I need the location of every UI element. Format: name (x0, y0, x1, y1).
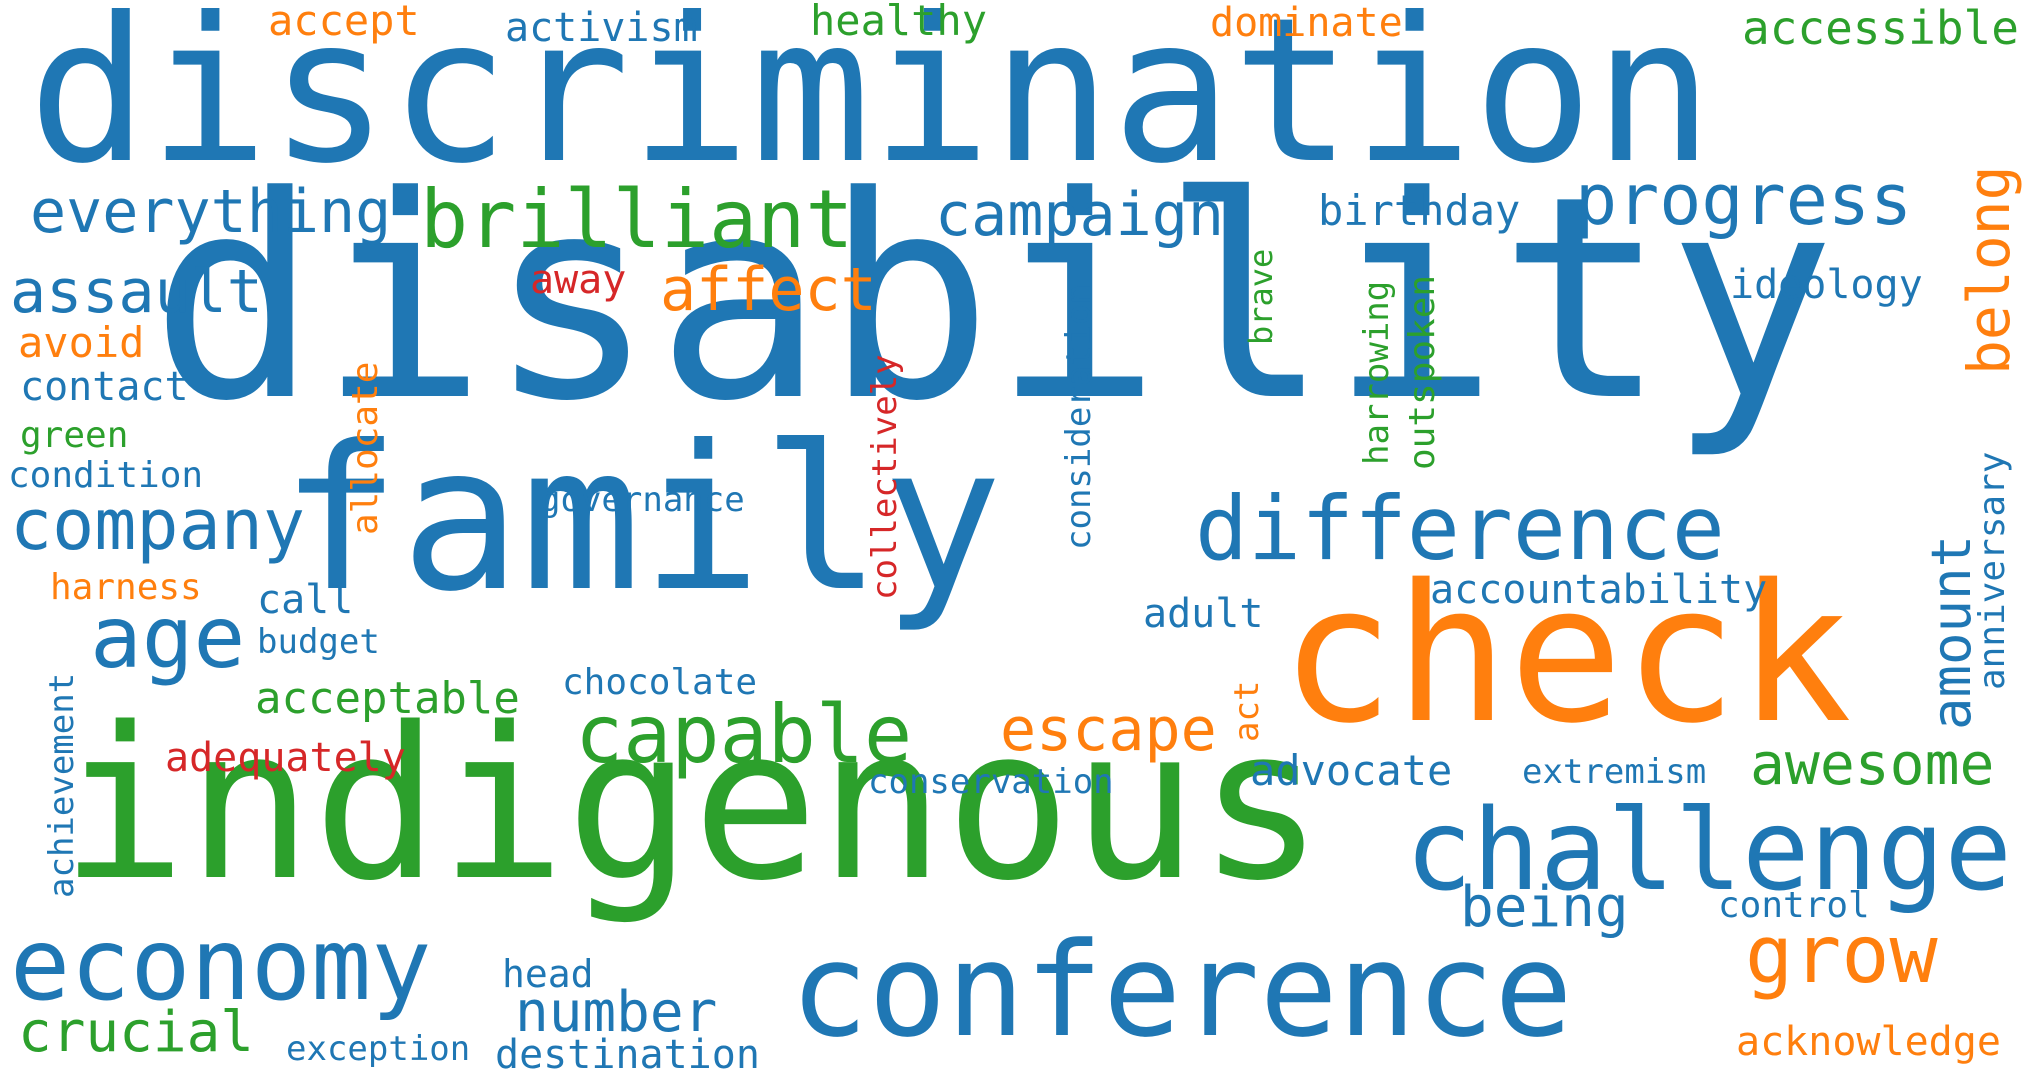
word-avoid: avoid (18, 318, 145, 367)
word-capable: capable (575, 688, 913, 781)
word-conservation: conservation (868, 762, 1114, 802)
word-escape: escape (1000, 695, 1217, 765)
word-harness: harness (50, 567, 202, 608)
word-collectively: collectively (865, 354, 905, 600)
word-progress: progress (1575, 159, 1913, 241)
word-ideology: ideology (1730, 262, 1923, 308)
word-control: control (1718, 885, 1870, 926)
word-accept: accept (268, 0, 420, 45)
word-being: being (1460, 875, 1629, 940)
word-harrowing: harrowing (1357, 280, 1397, 465)
word-outspoken: outspoken (1402, 274, 1443, 470)
word-contact: contact (20, 364, 189, 410)
word-adult: adult (1143, 591, 1264, 637)
word-indigenous: indigenous (60, 682, 1325, 927)
word-exception: exception (286, 1029, 471, 1069)
word-amount: amount (1920, 534, 1983, 730)
word-adequately: adequately (165, 735, 406, 781)
word-conference: conference (790, 914, 1573, 1066)
word-economy: economy (10, 906, 432, 1023)
word-family: family (280, 403, 1003, 636)
word-everything: everything (30, 177, 392, 247)
word-head: head (502, 952, 594, 996)
word-accessible: accessible (1742, 1, 2019, 55)
word-consideration: consideration (1059, 283, 1099, 550)
word-away: away (530, 257, 627, 303)
word-assault: assault (10, 257, 263, 327)
word-affect: affect (660, 255, 877, 325)
word-act: act (1227, 680, 1267, 742)
word-extremism: extremism (1522, 752, 1707, 792)
word-acknowledge: acknowledge (1736, 1019, 2001, 1065)
word-call: call (257, 577, 354, 623)
word-brave: brave (1242, 248, 1280, 345)
word-chocolate: chocolate (562, 662, 758, 703)
word-advocate: advocate (1250, 746, 1453, 795)
word-age: age (90, 588, 246, 688)
word-difference: difference (1195, 477, 1725, 580)
word-achievement: achievement (42, 672, 82, 898)
word-condition: condition (8, 455, 204, 496)
word-dominate: dominate (1210, 0, 1403, 46)
word-healthy: healthy (810, 0, 988, 45)
word-crucial: crucial (18, 1000, 255, 1065)
word-destination: destination (495, 1032, 760, 1078)
word-brilliant: brilliant (420, 173, 854, 266)
word-green: green (20, 415, 129, 456)
word-governance: governance (540, 480, 745, 520)
word-grow: grow (1745, 908, 1938, 1001)
word-budget: budget (257, 622, 380, 662)
word-allocate: allocate (345, 361, 386, 535)
word-discrimination: discrimination (28, 0, 1714, 208)
word-birthday: birthday (1318, 186, 1521, 235)
word-anniversary: anniversary (1972, 451, 2013, 690)
word-belong: belong (1955, 165, 2023, 375)
word-awesome: awesome (1750, 730, 1995, 798)
word-check: check (1280, 544, 1852, 765)
word-disability: disability (150, 137, 1836, 463)
word-number: number (515, 980, 718, 1045)
word-challenge: challenge (1405, 786, 2012, 916)
word-accountability: accountability (1430, 567, 1768, 613)
word-activism: activism (505, 5, 698, 51)
word-acceptable: acceptable (255, 673, 520, 724)
word-company: company (10, 484, 306, 566)
word-campaign: campaign (935, 180, 1224, 250)
